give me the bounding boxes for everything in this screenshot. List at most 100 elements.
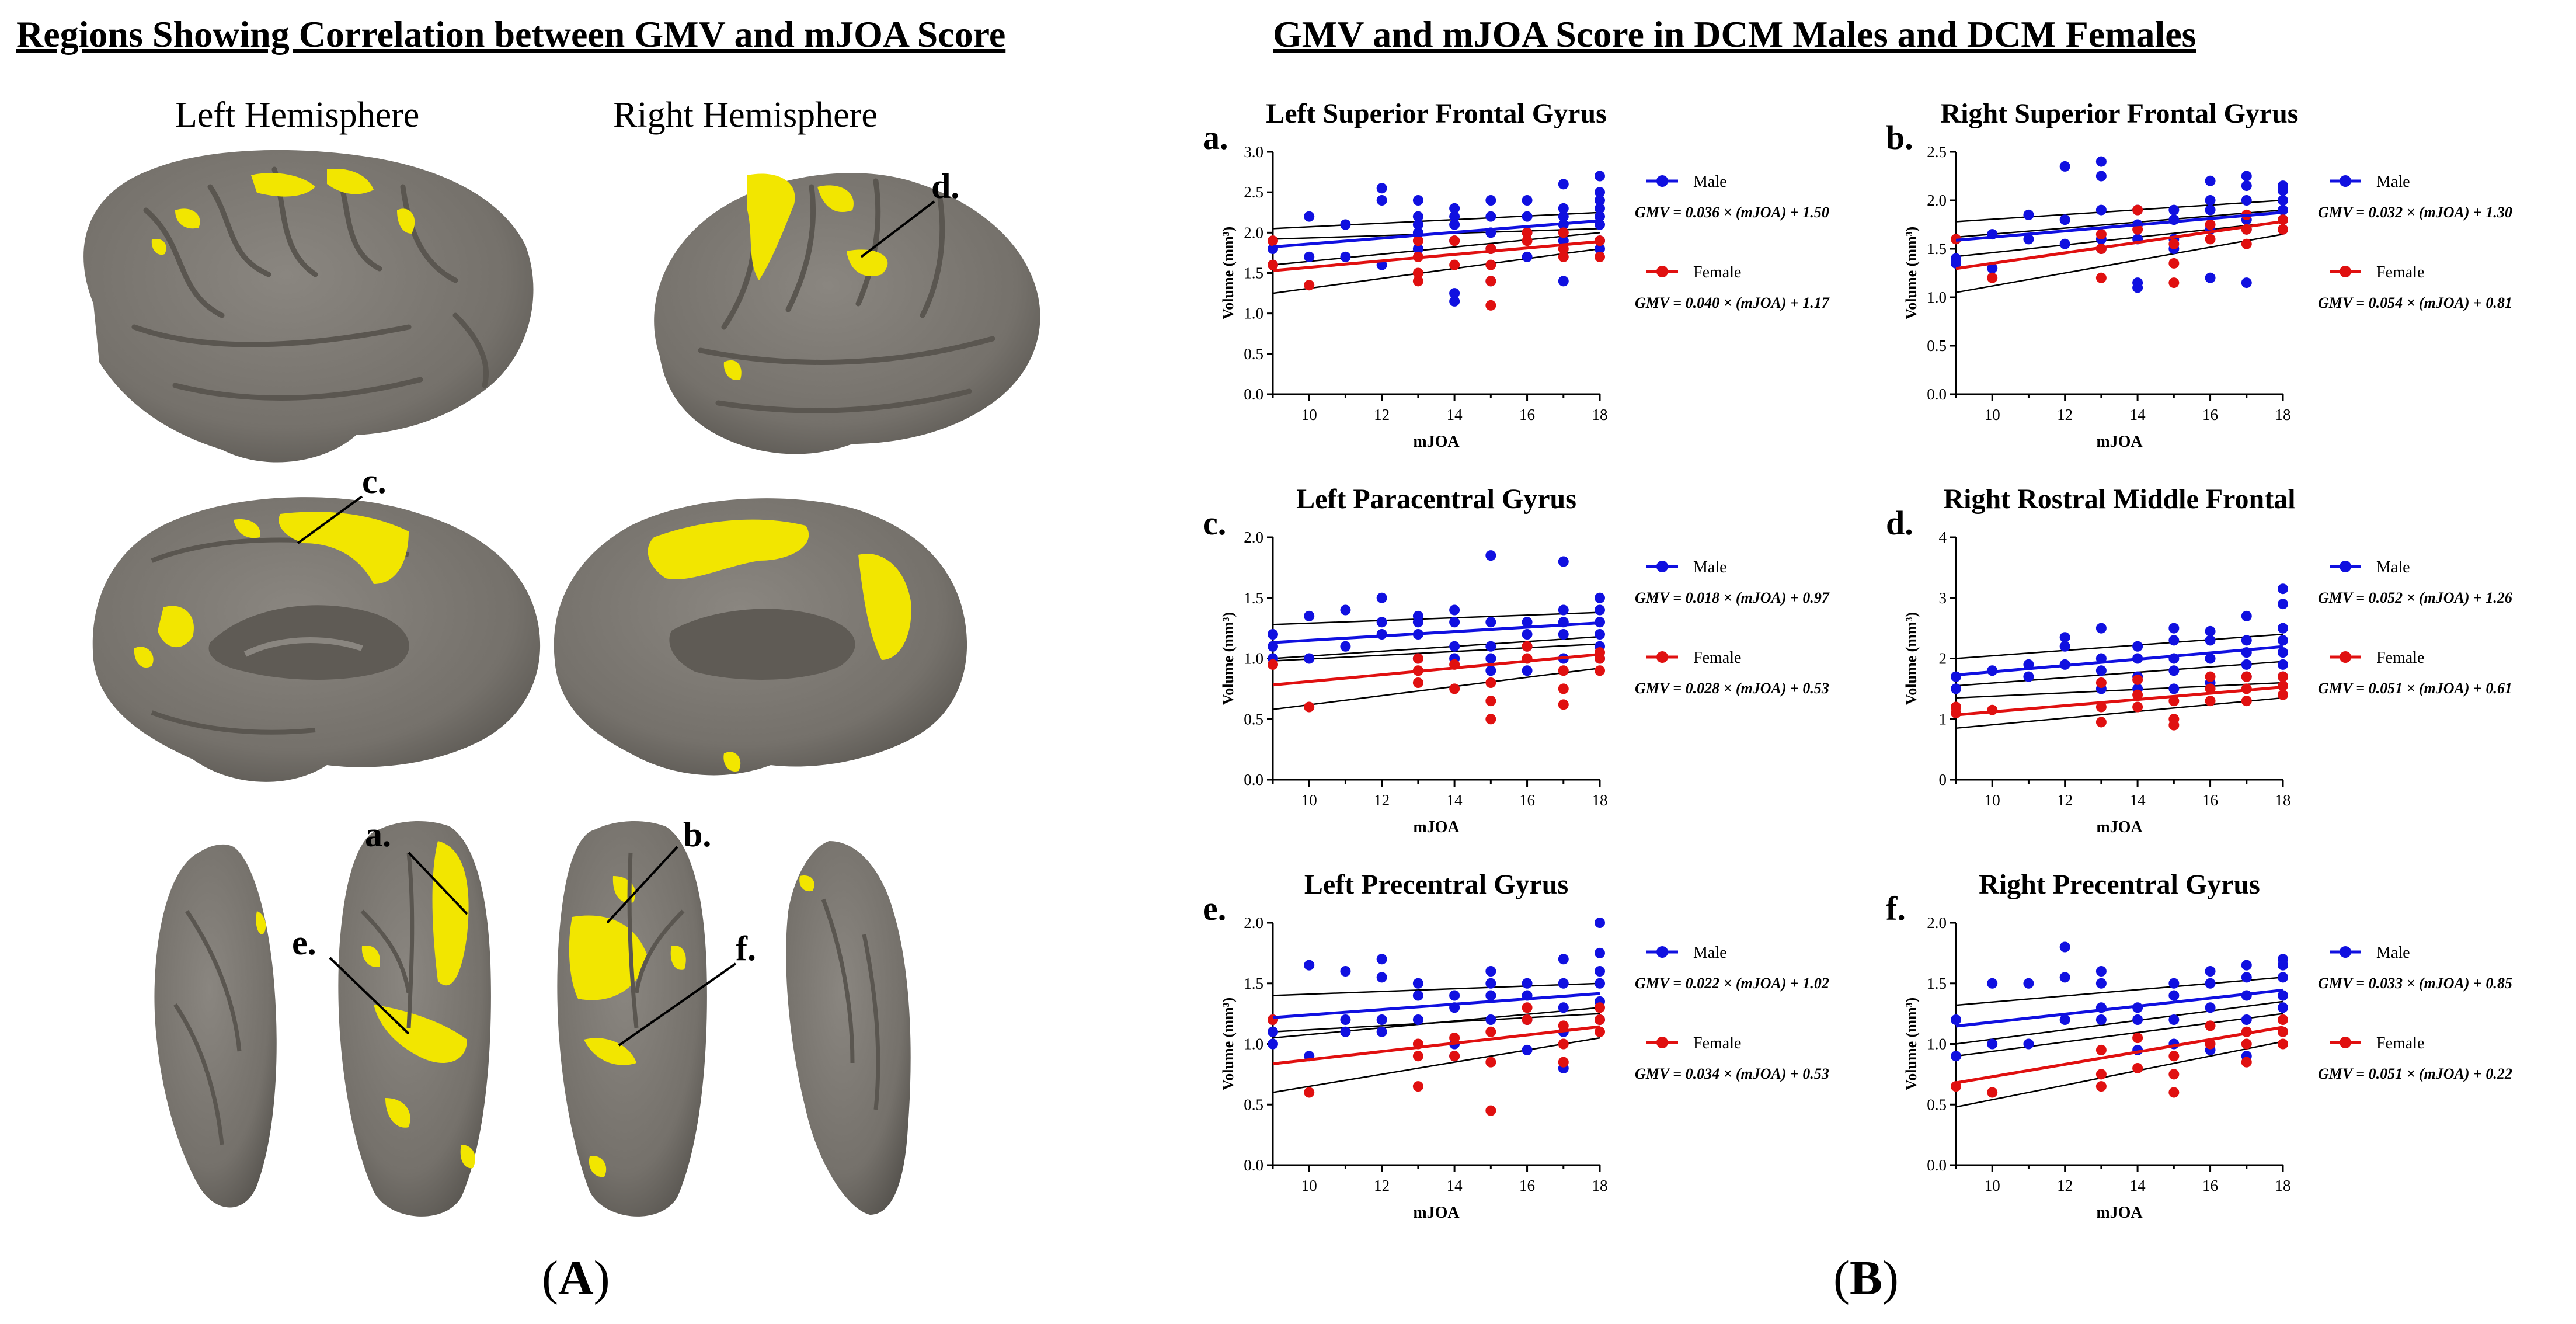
y-tick-label: 1: [1939, 710, 1947, 728]
male-point: [2059, 941, 2070, 953]
male-point: [2278, 180, 2288, 192]
female-point: [2168, 238, 2180, 249]
female-point: [2278, 671, 2288, 682]
male-point: [1376, 592, 1387, 603]
female-point: [1987, 1087, 1998, 1098]
male-point: [1304, 960, 1315, 971]
chart-title: Left Precentral Gyrus: [1304, 869, 1568, 900]
male-point: [2023, 671, 2034, 682]
male-point: [2023, 234, 2034, 245]
female-regression-line: [1272, 652, 1600, 687]
female-point: [2241, 1057, 2252, 1068]
male-point: [2241, 195, 2252, 206]
panel-letter-a: A: [558, 1251, 594, 1305]
female-point: [1304, 280, 1315, 291]
male-point: [1449, 990, 1460, 1001]
x-tick-label: 10: [1985, 1177, 2000, 1194]
female-point: [2168, 1051, 2180, 1062]
male-regression-line: [1955, 988, 2283, 1028]
male-point: [1376, 183, 1387, 194]
y-tick-label: 0.0: [1244, 1156, 1263, 1174]
male-ci-upper: [1272, 611, 1600, 625]
male-point: [2168, 683, 2180, 694]
male-point: [2095, 204, 2107, 216]
male-ci-upper: [1955, 977, 2283, 1006]
male-point: [1522, 617, 1533, 628]
female-ci-upper: [1955, 1013, 2283, 1057]
male-point: [2205, 272, 2216, 283]
y-tick-label: 1.5: [1244, 589, 1263, 607]
x-tick-label: 16: [1519, 406, 1535, 423]
male-point: [2168, 1014, 2180, 1025]
male-point: [1595, 244, 1605, 254]
male-point: [1412, 244, 1423, 254]
male-point: [1595, 629, 1605, 640]
male-point: [1595, 203, 1605, 214]
male-point: [2023, 1038, 2034, 1050]
male-regression-line: [1272, 992, 1600, 1019]
callout-d: d.: [931, 167, 960, 206]
chart-title: Left Superior Frontal Gyrus: [1266, 98, 1607, 129]
male-point: [1595, 171, 1605, 182]
x-axis-label: mJOA: [2096, 433, 2143, 451]
female-point: [2095, 701, 2107, 713]
male-point: [2278, 1002, 2288, 1013]
x-tick-label: 14: [2130, 1177, 2146, 1194]
female-point: [1558, 1020, 1569, 1031]
female-point: [2278, 680, 2288, 691]
x-tick-label: 18: [2275, 791, 2291, 809]
male-point: [1268, 629, 1278, 640]
female-point: [2132, 701, 2143, 713]
y-tick-label: 2.0: [1244, 529, 1263, 546]
y-tick-label: 2.5: [1927, 143, 1947, 161]
male-point: [1449, 219, 1460, 230]
y-axis-label: Volume (mm³): [1220, 998, 1237, 1090]
male-point: [1412, 195, 1423, 206]
male-point: [2059, 1014, 2070, 1025]
female-point: [2205, 671, 2216, 682]
callout-b: b.: [683, 815, 712, 854]
female-point: [2205, 683, 2216, 694]
x-tick-label: 10: [1301, 1177, 1317, 1194]
male-point: [1412, 219, 1423, 230]
male-point: [1340, 641, 1351, 652]
male-point: [1376, 629, 1387, 640]
female-point: [1449, 1051, 1460, 1062]
male-point: [2023, 209, 2034, 220]
male-point: [1558, 556, 1569, 567]
legend-label: Male: [1693, 173, 1727, 191]
male-point: [2205, 1002, 2216, 1013]
legend-label: Male: [2376, 173, 2410, 191]
male-point: [2059, 632, 2070, 643]
female-point: [2095, 272, 2107, 283]
male-point: [1449, 641, 1460, 652]
left-dorsal-highlights: [361, 841, 475, 1169]
y-tick-label: 0.0: [1927, 1156, 1947, 1174]
x-tick-label: 14: [2130, 791, 2146, 809]
right-dorsal-brain: [557, 821, 707, 1217]
male-point: [2095, 966, 2107, 977]
female-point: [1987, 704, 1998, 715]
male-point: [2095, 665, 2107, 676]
male-point: [1304, 211, 1315, 222]
x-tick-label: 18: [1592, 1177, 1608, 1194]
y-tick-label: 0.5: [1927, 337, 1947, 355]
male-regression-line: [1272, 621, 1600, 644]
male-ci-lower: [1955, 221, 2283, 258]
male-point: [1595, 211, 1605, 222]
male-point: [1595, 604, 1605, 616]
y-tick-label: 0.0: [1244, 771, 1263, 788]
male-regression-line: [1955, 645, 2283, 677]
y-axis-label: Volume (mm³): [1903, 227, 1920, 319]
male-point: [1340, 251, 1351, 262]
x-axis-label: mJOA: [1413, 1204, 1460, 1222]
male-point: [2278, 990, 2288, 1001]
legend-label: Female: [2376, 649, 2424, 667]
male-point: [1449, 203, 1460, 214]
panel-label-a: (A): [542, 1251, 610, 1305]
male-point: [1449, 288, 1460, 299]
x-tick-label: 18: [1592, 791, 1608, 809]
y-tick-label: 0.5: [1244, 710, 1263, 728]
male-point: [2095, 623, 2107, 634]
legend-swatch-dot: [2340, 1037, 2351, 1048]
